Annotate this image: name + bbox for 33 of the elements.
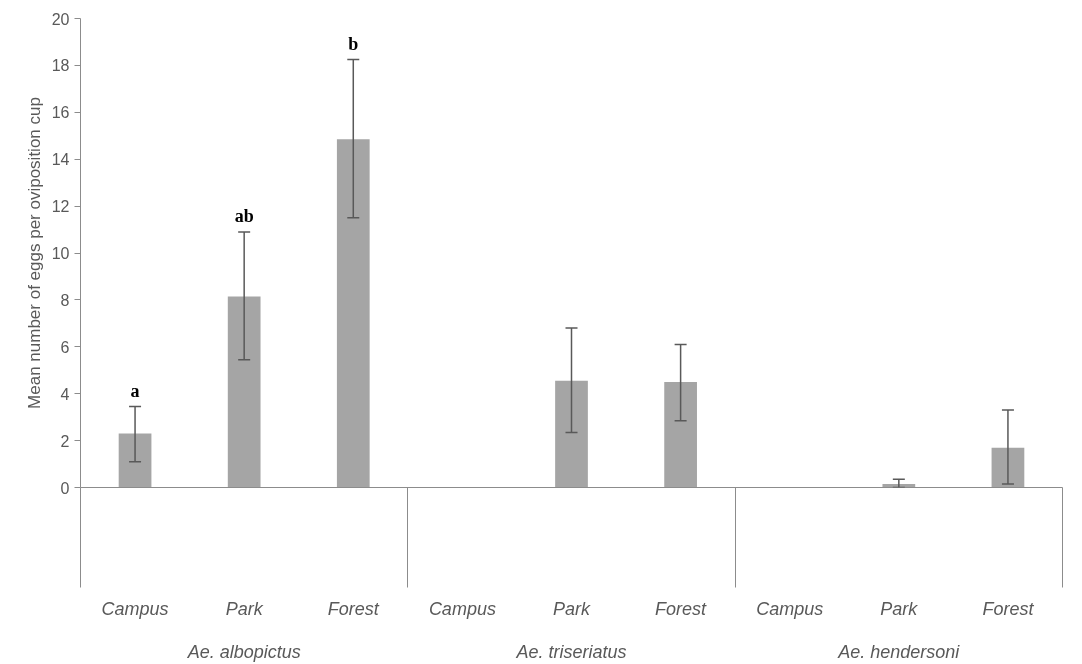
annotation: ab [234, 205, 254, 226]
bar [555, 380, 588, 488]
y-tick-label: 18 [51, 57, 70, 75]
bar [336, 139, 370, 488]
y-tick-label: 0 [60, 479, 70, 497]
text: Ae. albopictus [186, 641, 301, 662]
text: Ae. hendersoni [837, 641, 961, 662]
y-tick-label: 12 [51, 198, 70, 216]
x-tick-label: Campus [428, 598, 496, 619]
x-tick-label: Park [880, 598, 919, 619]
y-tick-label: 20 [51, 10, 70, 28]
bar [991, 447, 1025, 488]
x-tick-label: Campus [101, 598, 169, 619]
y-tick-label: 8 [60, 291, 70, 309]
bar [664, 381, 697, 488]
y-tick-label: 14 [51, 151, 70, 169]
y-tick-label: 2 [60, 432, 70, 450]
y-axis-title: Mean number of eggs per oviposition cup [24, 97, 44, 409]
y-tick-label: 16 [51, 104, 70, 122]
x-tick-label: Forest [655, 598, 708, 619]
y-tick-label: 10 [51, 245, 70, 262]
annotation: b [348, 33, 359, 54]
bar [227, 296, 261, 488]
y-tick-label: 6 [60, 338, 70, 356]
annotation: a [130, 380, 140, 401]
text: Ae. triseriatus [515, 641, 627, 662]
x-tick-label: Park [552, 598, 592, 619]
x-tick-label: Forest [982, 598, 1035, 619]
x-tick-label: Park [225, 598, 264, 619]
y-tick-label: 4 [60, 385, 70, 403]
x-tick-label: Campus [756, 598, 824, 619]
bar [118, 433, 152, 488]
x-tick-label: Forest [327, 598, 380, 619]
